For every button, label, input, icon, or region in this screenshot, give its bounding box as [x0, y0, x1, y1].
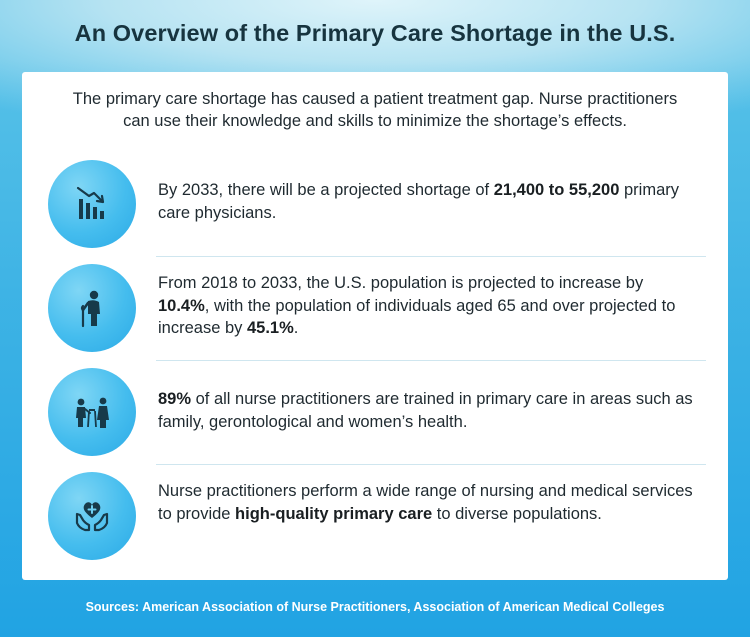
stat-text-part: , with the population of individuals age… [158, 296, 676, 338]
stat-text-part: By 2033, there will be a projected short… [158, 181, 494, 199]
stat-highlight: 45.1% [246, 319, 294, 337]
stat-highlight: 89% [158, 390, 192, 408]
intro-text: The primary care shortage has caused a p… [72, 90, 678, 130]
row-divider [156, 360, 706, 361]
stat-text: Nurse practitioners perform a wide range… [158, 480, 698, 525]
stat-highlight: 10.4% [158, 296, 205, 315]
declining-bar-chart-icon [76, 186, 105, 219]
sources-footer: Sources: American Association of Nurse P… [85, 600, 665, 614]
icon-circle [48, 472, 136, 560]
stat-text-part: of all nurse practitioners are trained i… [158, 390, 693, 431]
hands-holding-heart-icon [75, 502, 109, 532]
caregiver-with-patient-icon [76, 397, 109, 428]
stat-text-part: to diverse populations. [432, 504, 602, 523]
stat-highlight: high-quality primary care [235, 504, 433, 523]
icon-circle [48, 368, 136, 456]
stat-text-part: primary care physicians. [158, 181, 679, 222]
elderly-person-icon [80, 290, 100, 328]
row-divider [156, 464, 706, 465]
icon-circle [48, 160, 136, 248]
stat-text-part: From 2018 to 2033, the U.S. population i… [158, 274, 644, 292]
stat-text-part: Nurse practitioners perform a wide range… [158, 482, 693, 523]
stat-text: From 2018 to 2033, the U.S. population i… [158, 272, 698, 340]
stat-text: By 2033, there will be a projected short… [158, 179, 698, 224]
stat-highlight: 21,400 to 55,200 [493, 181, 620, 199]
stat-text: 89% of all nurse practitioners are train… [158, 388, 698, 433]
row-divider [156, 256, 706, 257]
icon-circle [48, 264, 136, 352]
content-card: The primary care shortage has caused a p… [22, 72, 728, 580]
page-title: An Overview of the Primary Care Shortage… [74, 20, 676, 46]
stat-text-part: . [293, 319, 299, 337]
